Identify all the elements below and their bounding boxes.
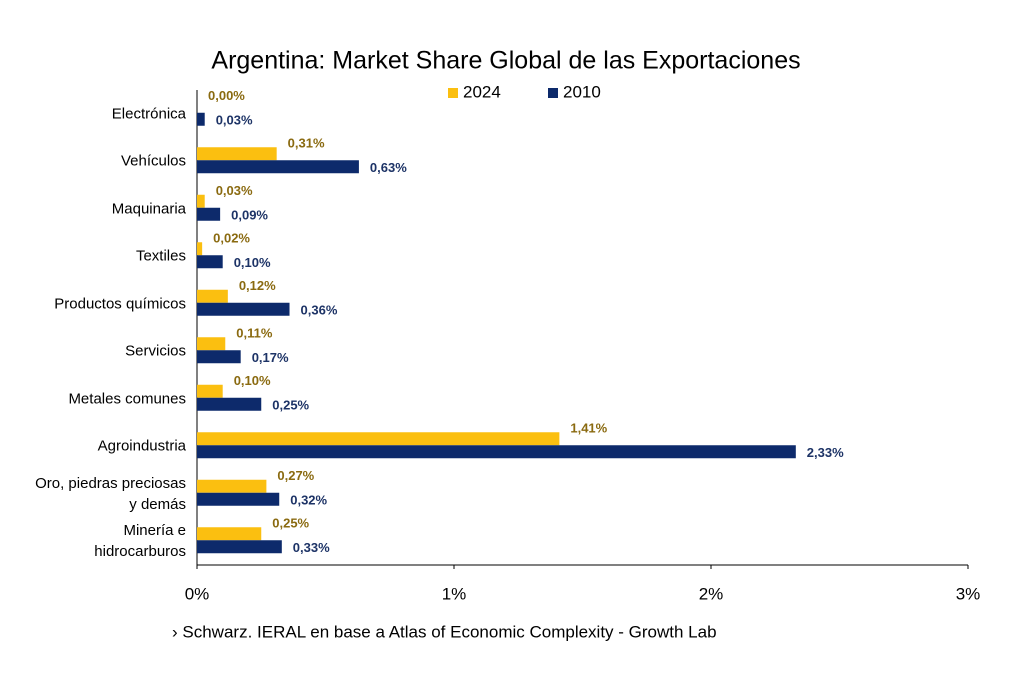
value-label: 0,12%	[239, 278, 276, 293]
bar	[197, 147, 277, 161]
value-label: 0,11%	[236, 326, 273, 341]
legend-label: 2024	[463, 82, 501, 101]
value-label: 2,33%	[807, 445, 844, 460]
bar	[197, 255, 223, 269]
legend-label: 2010	[563, 82, 601, 101]
bar	[197, 160, 359, 174]
bar	[197, 289, 228, 303]
value-label: 0,09%	[231, 208, 268, 223]
legend-swatch	[448, 88, 458, 98]
y-tick-label: Electrónica	[111, 105, 186, 123]
x-tick-label: 3%	[956, 584, 981, 603]
chart-title: Argentina: Market Share Global de las Ex…	[211, 47, 800, 75]
bar	[197, 242, 203, 256]
y-tick-label: Maquinaria	[111, 200, 186, 218]
bar	[197, 492, 280, 506]
y-tick-label: Minería e hidrocarburos	[94, 522, 186, 561]
y-tick-label: Metales comunes	[68, 390, 186, 408]
bar	[197, 527, 262, 541]
bar	[197, 302, 290, 316]
y-tick-label: Agroindustria	[97, 437, 186, 455]
y-tick-label: Oro, piedras preciosas y demás	[35, 474, 186, 513]
bar	[197, 194, 205, 208]
value-label: 0,25%	[272, 516, 309, 531]
value-label: 0,33%	[293, 540, 330, 555]
y-tick-label: Textiles	[135, 247, 186, 265]
bar	[197, 397, 262, 411]
value-label: 0,03%	[216, 183, 253, 198]
x-tick-label: 2%	[699, 584, 724, 603]
bar	[197, 384, 223, 398]
bar	[197, 337, 226, 351]
bar	[197, 207, 221, 221]
value-label: 0,10%	[234, 373, 271, 388]
value-label: 0,63%	[370, 160, 407, 175]
y-tick-label: Servicios	[125, 342, 186, 360]
value-label: 0,31%	[288, 136, 325, 151]
value-label: 0,36%	[301, 303, 338, 318]
value-label: 0,32%	[290, 493, 327, 508]
bar	[197, 112, 205, 126]
y-tick-label: Productos químicos	[54, 295, 186, 313]
value-label: 0,27%	[277, 468, 314, 483]
bar	[197, 432, 560, 446]
value-label: 0,17%	[252, 350, 289, 365]
value-label: 1,41%	[570, 421, 607, 436]
bar	[197, 479, 267, 493]
x-tick-label: 0%	[185, 584, 210, 603]
value-label: 0,00%	[208, 88, 245, 103]
value-label: 0,02%	[213, 231, 250, 246]
y-tick-label: Vehículos	[120, 152, 186, 170]
legend-swatch	[548, 88, 558, 98]
value-label: 0,10%	[234, 255, 271, 270]
source: › Schwarz. IERAL en base a Atlas of Econ…	[172, 622, 717, 641]
value-label: 0,03%	[216, 113, 253, 128]
x-tick-label: 1%	[442, 584, 467, 603]
bar	[197, 540, 282, 554]
value-label: 0,25%	[272, 398, 309, 413]
bar	[197, 350, 241, 364]
bar	[197, 445, 796, 459]
